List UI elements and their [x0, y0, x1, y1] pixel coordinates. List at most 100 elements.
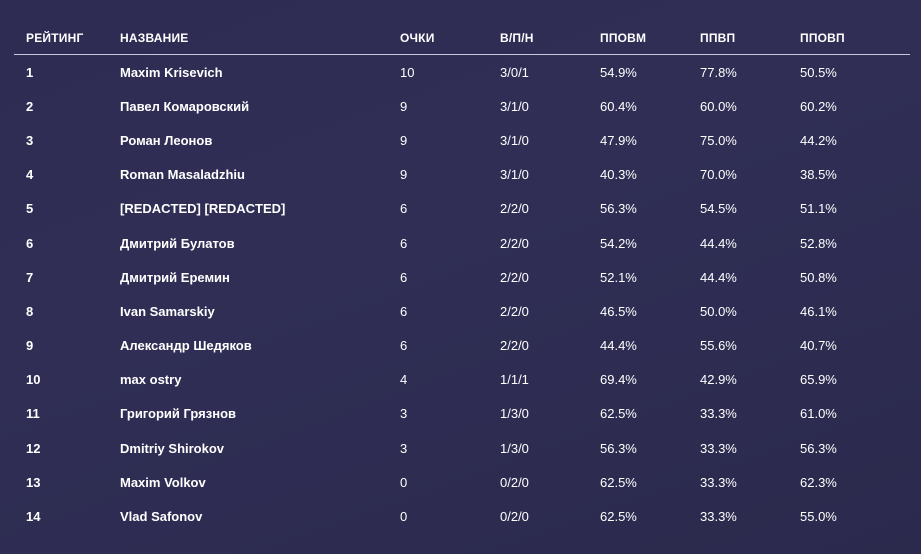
- cell-povp: 50.8%: [800, 269, 837, 285]
- header-points[interactable]: ОЧКИ: [388, 22, 488, 55]
- cell-rank: 5: [26, 201, 34, 217]
- header-ppvp[interactable]: ППВП: [688, 22, 788, 55]
- cell-ppvp: 50.0%: [700, 303, 737, 319]
- table-row[interactable]: 2 Павел Комаровский 9 3/1/0 60.4% 60.0% 60.2%: [14, 89, 910, 123]
- table-row[interactable]: 6 Дмитрий Булатов 6 2/2/0 54.2% 44.4% 52.8%: [14, 226, 910, 260]
- cell-ppvp: 33.3%: [700, 406, 737, 422]
- table-row[interactable]: 5 [REDACTED] [REDACTED] 6 2/2/0 56.3% 54.5% 51…: [14, 192, 910, 226]
- cell-rank: 11: [26, 406, 40, 422]
- cell-povp: 40.7%: [800, 338, 837, 354]
- cell-wld: 2/2/0: [500, 201, 529, 217]
- table-row[interactable]: 1 Maxim Krisevich 10 3/0/1 54.9% 77.8% 50.5%: [14, 55, 910, 90]
- cell-player-name[interactable]: Dmitriy Shirokov: [120, 440, 225, 456]
- table-row[interactable]: 13 Maxim Volkov 0 0/2/0 62.5% 33.3% 62.3%: [14, 465, 910, 499]
- cell-player-name[interactable]: Дмитрий Еремин: [120, 269, 230, 285]
- table-row[interactable]: 7 Дмитрий Еремин 6 2/2/0 52.1% 44.4% 50.8%: [14, 260, 910, 294]
- table-body: 1 Maxim Krisevich 10 3/0/1 54.9% 77.8% 50.5% 2 П…: [14, 55, 910, 534]
- cell-player-name[interactable]: Vlad Safonov: [120, 509, 203, 525]
- cell-povm: 56.3%: [600, 201, 637, 217]
- cell-points: 9: [400, 98, 408, 114]
- cell-povm: 52.1%: [600, 269, 637, 285]
- cell-wld: 1/3/0: [500, 440, 529, 456]
- table-header: РЕЙТИНГ НАЗВАНИЕ ОЧКИ В/П/Н ППОВМ ППВП П…: [14, 22, 910, 55]
- cell-points: 6: [400, 338, 408, 354]
- cell-povp: 55.0%: [800, 509, 837, 525]
- cell-povm: 62.5%: [600, 474, 637, 490]
- table-row[interactable]: 10 max ostry 4 1/1/1 69.4% 42.9% 65.9%: [14, 363, 910, 397]
- cell-ppvp: 54.5%: [700, 201, 737, 217]
- cell-player-name[interactable]: [REDACTED] [REDACTED]: [120, 201, 286, 217]
- header-rank[interactable]: РЕЙТИНГ: [14, 22, 108, 55]
- cell-player-name[interactable]: Maxim Volkov: [120, 474, 206, 490]
- cell-player-name[interactable]: Maxim Krisevich: [120, 64, 223, 80]
- cell-points: 3: [400, 440, 408, 456]
- cell-povm: 44.4%: [600, 338, 637, 354]
- cell-player-name[interactable]: Roman Masaladzhiu: [120, 167, 245, 183]
- cell-player-name[interactable]: Роман Леонов: [120, 132, 213, 148]
- cell-wld: 0/2/0: [500, 509, 529, 525]
- cell-rank: 2: [26, 98, 34, 114]
- cell-povp: 52.8%: [800, 235, 837, 251]
- cell-povm: 47.9%: [600, 132, 637, 148]
- cell-povm: 46.5%: [600, 303, 637, 319]
- cell-ppvp: 70.0%: [700, 167, 737, 183]
- cell-ppvp: 33.3%: [700, 509, 737, 525]
- header-wld[interactable]: В/П/Н: [488, 22, 588, 55]
- cell-povp: 61.0%: [800, 406, 837, 422]
- header-povp[interactable]: ППОВП: [788, 22, 910, 55]
- cell-player-name[interactable]: Павел Комаровский: [120, 98, 250, 114]
- cell-points: 6: [400, 269, 408, 285]
- table-row[interactable]: 14 Vlad Safonov 0 0/2/0 62.5% 33.3% 55.0%: [14, 499, 910, 533]
- cell-wld: 3/0/1: [500, 64, 529, 80]
- cell-points: 3: [400, 406, 408, 422]
- cell-rank: 3: [26, 132, 34, 148]
- cell-player-name[interactable]: Ivan Samarskiy: [120, 303, 215, 319]
- cell-wld: 0/2/0: [500, 474, 529, 490]
- table-row[interactable]: 9 Александр Шедяков 6 2/2/0 44.4% 55.6% 40.7%: [14, 329, 910, 363]
- cell-povm: 54.9%: [600, 64, 637, 80]
- cell-player-name[interactable]: Дмитрий Булатов: [120, 235, 235, 251]
- cell-rank: 7: [26, 269, 34, 285]
- cell-ppvp: 44.4%: [700, 269, 737, 285]
- cell-povp: 56.3%: [800, 440, 837, 456]
- cell-wld: 1/1/1: [500, 372, 529, 388]
- cell-rank: 6: [26, 235, 34, 251]
- cell-player-name[interactable]: Александр Шедяков: [120, 338, 252, 354]
- cell-ppvp: 60.0%: [700, 98, 737, 114]
- cell-wld: 3/1/0: [500, 98, 529, 114]
- cell-player-name[interactable]: Григорий Грязнов: [120, 406, 237, 422]
- cell-wld: 3/1/0: [500, 132, 529, 148]
- table-row[interactable]: 4 Roman Masaladzhiu 9 3/1/0 40.3% 70.0% 38.5%: [14, 158, 910, 192]
- table-row[interactable]: 12 Dmitriy Shirokov 3 1/3/0 56.3% 33.3% 56.3%: [14, 431, 910, 465]
- cell-points: 6: [400, 235, 408, 251]
- cell-ppvp: 33.3%: [700, 440, 737, 456]
- cell-ppvp: 44.4%: [700, 235, 737, 251]
- cell-povm: 62.5%: [600, 509, 637, 525]
- cell-povp: 38.5%: [800, 167, 837, 183]
- cell-povm: 54.2%: [600, 235, 637, 251]
- cell-povm: 62.5%: [600, 406, 637, 422]
- cell-rank: 13: [26, 474, 41, 490]
- header-row: РЕЙТИНГ НАЗВАНИЕ ОЧКИ В/П/Н ППОВМ ППВП П…: [14, 22, 910, 55]
- cell-povp: 62.3%: [800, 474, 837, 490]
- cell-ppvp: 42.9%: [700, 372, 737, 388]
- table-row[interactable]: 11 Григорий Грязнов 3 1/3/0 62.5% 33.3% 61.0%: [14, 397, 910, 431]
- cell-rank: 14: [26, 509, 41, 525]
- table-row[interactable]: 8 Ivan Samarskiy 6 2/2/0 46.5% 50.0% 46.1%: [14, 294, 910, 328]
- cell-ppvp: 55.6%: [700, 338, 737, 354]
- cell-povm: 40.3%: [600, 167, 637, 183]
- cell-rank: 8: [26, 303, 34, 319]
- header-name[interactable]: НАЗВАНИЕ: [108, 22, 388, 55]
- cell-points: 0: [400, 474, 408, 490]
- cell-povm: 69.4%: [600, 372, 637, 388]
- cell-rank: 1: [26, 64, 34, 80]
- cell-points: 10: [400, 64, 415, 80]
- cell-player-name[interactable]: max ostry: [120, 372, 182, 388]
- cell-wld: 2/2/0: [500, 235, 529, 251]
- cell-rank: 12: [26, 440, 41, 456]
- cell-povm: 56.3%: [600, 440, 637, 456]
- header-povm[interactable]: ППОВМ: [588, 22, 688, 55]
- cell-points: 6: [400, 303, 408, 319]
- table-row[interactable]: 3 Роман Леонов 9 3/1/0 47.9% 75.0% 44.2%: [14, 123, 910, 157]
- cell-povp: 65.9%: [800, 372, 837, 388]
